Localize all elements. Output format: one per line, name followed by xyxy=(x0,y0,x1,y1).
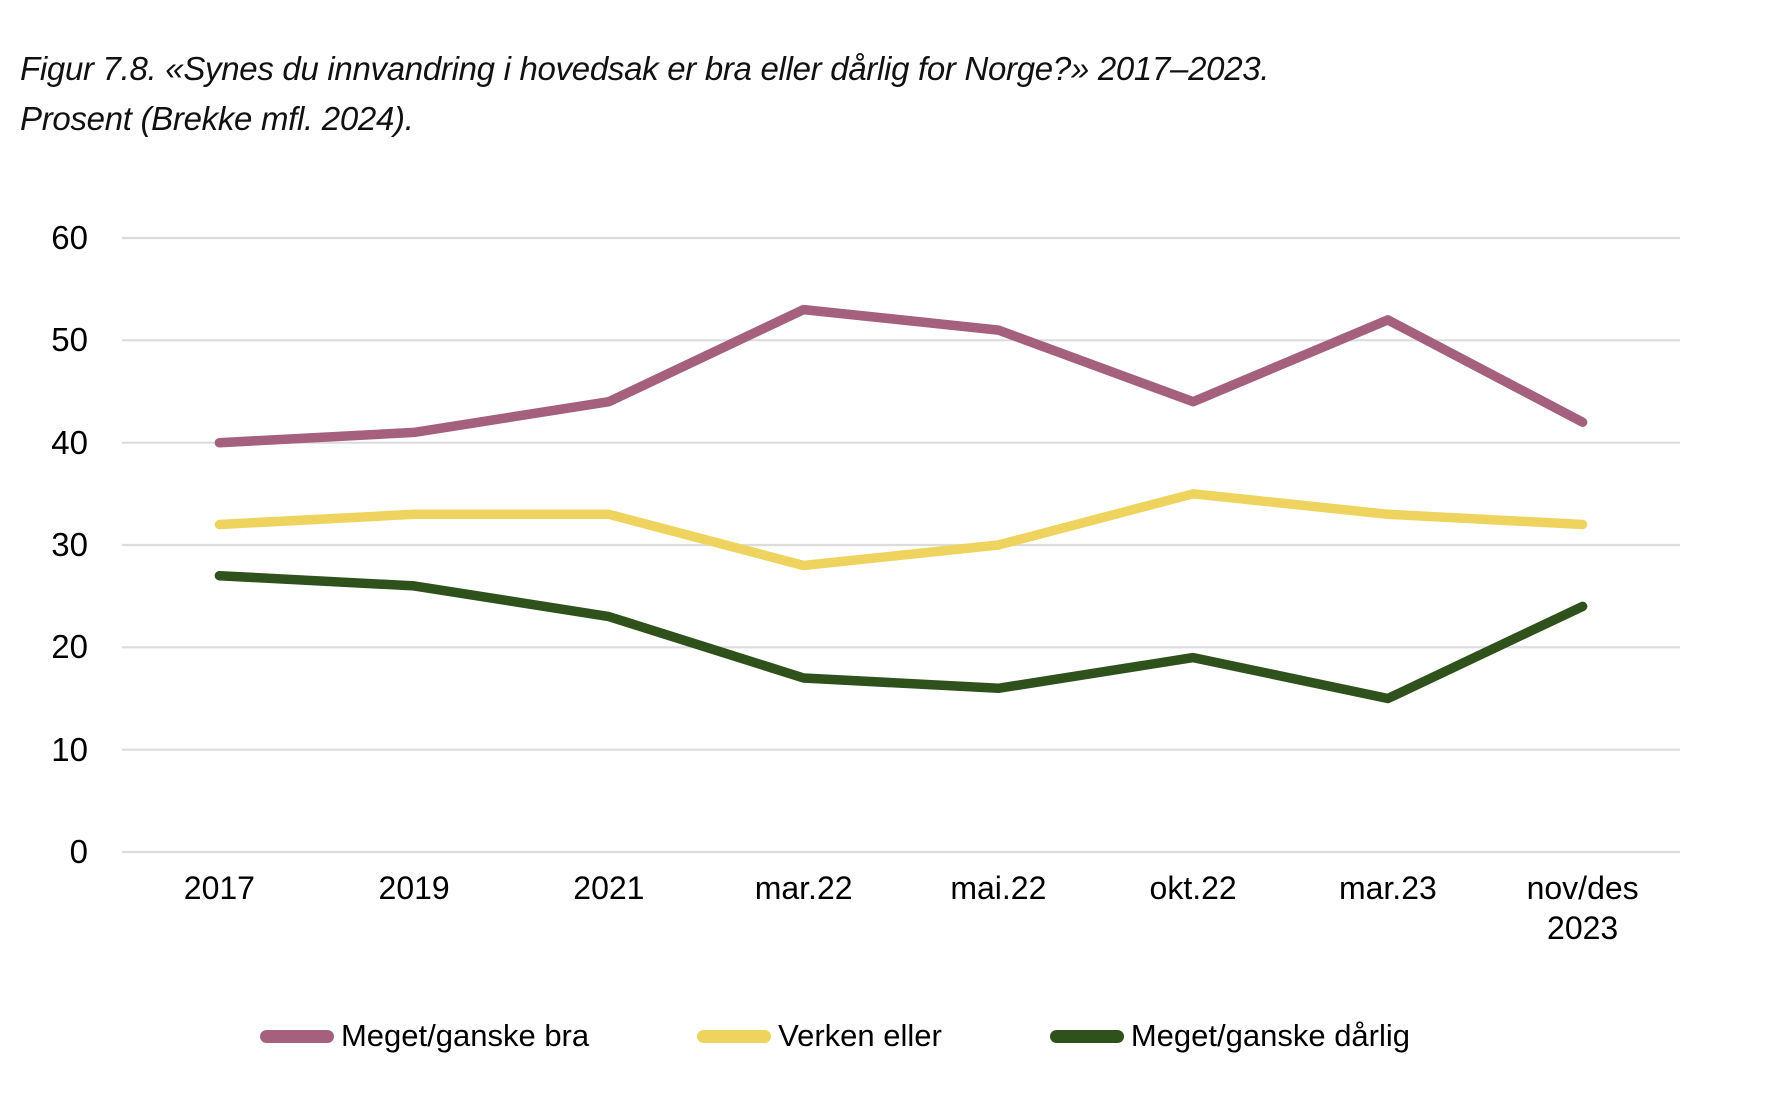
legend-swatch xyxy=(259,1029,334,1043)
series-line-meget-ganske-bra xyxy=(214,304,1588,448)
legend-item-meget-ganske-d-rlig: Meget/ganske dårlig xyxy=(1049,1018,1411,1054)
x-tick-label: mar.22 xyxy=(754,870,853,906)
figure-title-line-2: Prosent (Brekke mfl. 2024). xyxy=(20,100,414,137)
y-tick-label: 20 xyxy=(51,628,88,666)
series-line-meget-ganske-d-rlig xyxy=(214,570,1588,704)
y-tick-label: 40 xyxy=(51,423,88,461)
x-tick-label: okt.22 xyxy=(1149,870,1237,906)
x-tick-label: 2017 xyxy=(183,870,255,906)
legend-label: Verken eller xyxy=(778,1018,942,1053)
legend-label: Meget/ganske bra xyxy=(340,1018,590,1053)
y-tick-label: 0 xyxy=(69,833,88,870)
legend: Meget/ganske bra Verken eller Meget/ganske… xyxy=(0,1008,1670,1064)
legend-label: Meget/ganske dårlig xyxy=(1130,1018,1411,1053)
legend-item-verken-eller: Verken eller xyxy=(697,1018,942,1054)
y-tick-label: 60 xyxy=(51,219,88,256)
x-tick-label: mar.23 xyxy=(1338,870,1437,906)
legend-item-meget-ganske-bra: Meget/ganske bra xyxy=(259,1018,590,1054)
x-tick-label: nov/des 2023 xyxy=(1526,870,1639,946)
y-tick-label: 50 xyxy=(51,321,88,359)
figure-title-line-1: Figur 7.8. «Synes du innvandring i hoved… xyxy=(20,50,1270,87)
figure-title: Figur 7.8. «Synes du innvandring i hoved… xyxy=(20,44,1760,144)
legend-swatch xyxy=(1049,1029,1124,1043)
x-tick-label: mai.22 xyxy=(950,870,1047,906)
legend-swatch xyxy=(697,1029,772,1043)
x-tick-label: 2021 xyxy=(573,870,645,906)
x-tick-label: 2019 xyxy=(378,870,450,906)
y-tick-label: 30 xyxy=(51,526,88,563)
series-line-verken-eller xyxy=(214,489,1588,571)
y-tick-label: 10 xyxy=(51,730,88,768)
